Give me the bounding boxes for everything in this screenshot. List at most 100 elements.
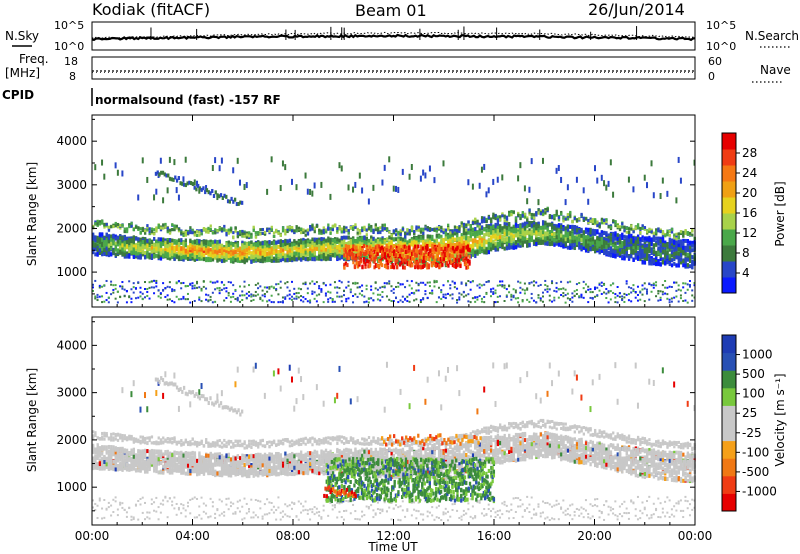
power-cell <box>98 222 102 226</box>
power-cell <box>193 230 197 234</box>
power-cell <box>465 284 468 287</box>
power-cell <box>290 225 294 229</box>
power-cell <box>435 251 439 256</box>
power-cell <box>134 225 138 229</box>
power-cell <box>92 246 95 251</box>
power-cell <box>503 224 506 229</box>
power-cell <box>105 232 108 237</box>
power-cell <box>535 213 538 217</box>
power-cell <box>184 249 188 254</box>
power-cell <box>121 236 124 241</box>
power-cell <box>225 249 228 254</box>
power-cell <box>148 286 151 289</box>
power-cell <box>177 250 181 255</box>
power-cell <box>103 222 106 226</box>
power-cell <box>494 217 497 221</box>
power-cell <box>408 242 411 247</box>
power-cell <box>254 235 258 239</box>
power-cell <box>399 283 402 286</box>
power-cell <box>101 237 104 242</box>
power-cell <box>381 285 384 288</box>
power-cell <box>277 244 280 249</box>
power-cell <box>347 184 350 191</box>
power-cell <box>489 247 493 252</box>
power-cell <box>354 242 357 247</box>
power-cell <box>186 250 190 255</box>
power-cell <box>397 260 400 265</box>
power-cell <box>300 299 303 302</box>
power-cell <box>306 228 310 232</box>
power-cell <box>548 222 552 227</box>
power-cell <box>304 257 307 262</box>
power-cell <box>501 226 504 231</box>
power-cell <box>492 234 495 239</box>
power-cell <box>261 289 264 292</box>
power-cell <box>166 248 169 253</box>
power-cell <box>309 243 312 248</box>
power-cell <box>297 292 300 295</box>
power-cell <box>297 245 301 250</box>
power-cell <box>141 247 145 252</box>
power-cell <box>447 248 450 253</box>
power-cell <box>408 300 411 303</box>
power-cell <box>236 235 240 239</box>
power-cell <box>121 243 124 248</box>
power-cell <box>125 230 129 234</box>
power-cell <box>483 219 486 223</box>
power-cell <box>471 250 475 255</box>
power-cell <box>295 243 298 248</box>
power-cell <box>98 295 101 298</box>
power-cell <box>227 291 230 294</box>
power-cell <box>442 245 445 250</box>
power-cell <box>501 214 504 218</box>
power-cell <box>521 300 524 303</box>
power-cell <box>196 241 199 246</box>
power-cell <box>293 239 296 244</box>
power-cell <box>352 250 355 255</box>
power-cell <box>153 286 156 289</box>
power-cell <box>164 295 167 298</box>
power-cell <box>474 238 477 243</box>
power-cell <box>469 288 472 291</box>
power-cell <box>286 225 289 229</box>
power-cell <box>426 228 429 232</box>
power-cell <box>220 247 224 252</box>
power-cell <box>557 229 561 234</box>
power-cell <box>182 241 185 246</box>
power-cell <box>198 187 201 194</box>
power-cell <box>471 248 475 253</box>
power-cell <box>248 248 251 253</box>
power-cell <box>492 243 495 248</box>
power-cell <box>227 281 230 284</box>
power-cell <box>528 282 531 285</box>
power-cell <box>557 288 560 291</box>
power-cell <box>358 229 362 233</box>
power-cell <box>119 285 122 288</box>
power-cell <box>539 212 543 216</box>
power-cell <box>501 229 504 234</box>
power-cell <box>560 239 563 244</box>
power-cell <box>410 163 413 170</box>
power-cell <box>243 249 246 254</box>
power-cell <box>318 253 321 258</box>
power-cell <box>327 254 330 259</box>
power-cell <box>474 300 477 303</box>
power-cell <box>406 230 409 234</box>
power-cell <box>329 243 332 248</box>
power-cell <box>419 244 423 249</box>
power-cell <box>166 298 169 301</box>
power-cell <box>496 215 500 219</box>
power-cell <box>347 242 350 247</box>
power-cell <box>485 191 488 198</box>
power-cell <box>159 292 162 295</box>
power-cell <box>209 257 212 262</box>
power-cell <box>532 227 536 232</box>
power-cell <box>557 296 560 299</box>
power-cell <box>168 228 172 232</box>
power-cell <box>374 223 377 227</box>
power-cell <box>478 223 481 227</box>
freq-tick-bottom: 8 <box>69 70 76 83</box>
power-cell <box>458 226 461 230</box>
power-cell <box>186 229 190 233</box>
